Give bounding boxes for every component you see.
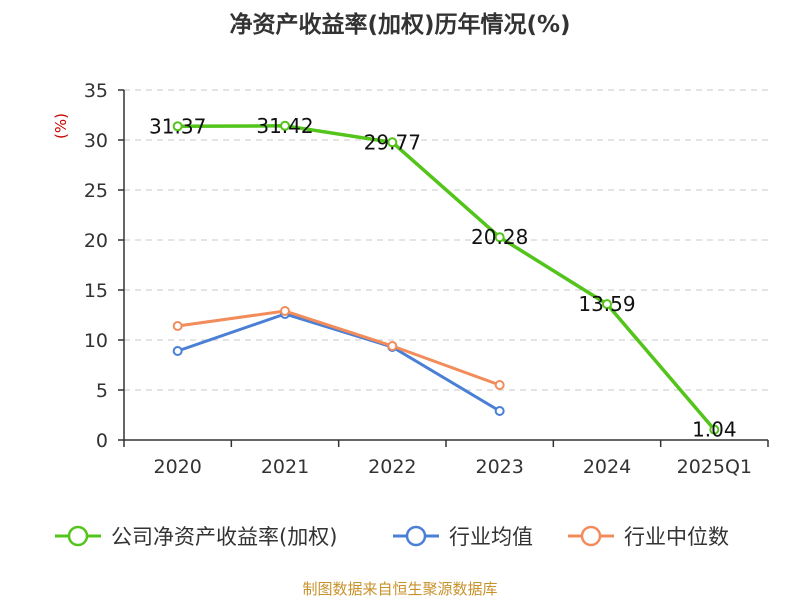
axes: 0 5 10 15 20 25 30 35 2020 2021 2022 2023 2024 2025Q1 xyxy=(84,80,769,478)
series-line-1 xyxy=(177,312,501,413)
data-label: 29.77 xyxy=(364,130,421,154)
series-lines xyxy=(172,120,720,435)
data-label: 31.42 xyxy=(256,114,313,138)
data-source-note: 制图数据来自恒生聚源数据库 xyxy=(302,580,497,598)
data-point xyxy=(172,121,183,132)
legend-label: 行业中位数 xyxy=(624,525,729,549)
chart-title: 净资产收益率(加权)历年情况(%) xyxy=(229,11,570,38)
data-labels: 31.37 31.42 29.77 20.28 13.59 1.04 xyxy=(149,114,737,442)
x-tick-label: 2022 xyxy=(368,456,416,478)
legend-marker xyxy=(67,525,89,547)
x-tick-label: 2025Q1 xyxy=(677,456,752,478)
data-point xyxy=(280,120,290,131)
legend-marker xyxy=(580,525,602,547)
data-point xyxy=(494,406,505,416)
legend-label: 行业均值 xyxy=(449,525,533,549)
x-tick-label: 2020 xyxy=(153,456,201,478)
y-tick-label: 0 xyxy=(96,430,108,452)
data-point xyxy=(494,380,505,390)
legend[interactable]: 公司净资产收益率(加权) 行业均值 行业中位数 xyxy=(55,525,729,549)
data-point xyxy=(387,341,398,351)
y-tick-label: 5 xyxy=(96,380,108,402)
legend-marker xyxy=(405,525,427,547)
data-point xyxy=(602,299,612,310)
y-axis-label: (%) xyxy=(52,113,70,139)
x-tick-label: 2021 xyxy=(261,456,309,478)
y-tick-label: 10 xyxy=(84,330,108,352)
data-point xyxy=(172,321,183,331)
data-label: 13.59 xyxy=(578,292,635,316)
y-tick-label: 30 xyxy=(84,130,108,152)
data-point xyxy=(494,232,505,243)
y-tick-label: 20 xyxy=(84,230,108,252)
data-label: 20.28 xyxy=(471,225,528,249)
data-point xyxy=(387,137,398,148)
data-point xyxy=(172,346,183,356)
series-line-2 xyxy=(177,309,501,387)
legend-label: 公司净资产收益率(加权) xyxy=(111,525,337,549)
series-line-0 xyxy=(177,124,716,431)
x-tick-label: 2023 xyxy=(475,456,523,478)
data-label: 1.04 xyxy=(692,418,737,442)
grid-lines xyxy=(124,89,768,391)
data-point xyxy=(709,424,720,435)
data-point xyxy=(280,306,290,316)
y-tick-label: 25 xyxy=(84,180,108,202)
y-tick-label: 35 xyxy=(84,80,108,102)
x-tick-label: 2024 xyxy=(583,456,631,478)
data-label: 31.37 xyxy=(149,114,206,138)
y-tick-label: 15 xyxy=(84,280,108,302)
